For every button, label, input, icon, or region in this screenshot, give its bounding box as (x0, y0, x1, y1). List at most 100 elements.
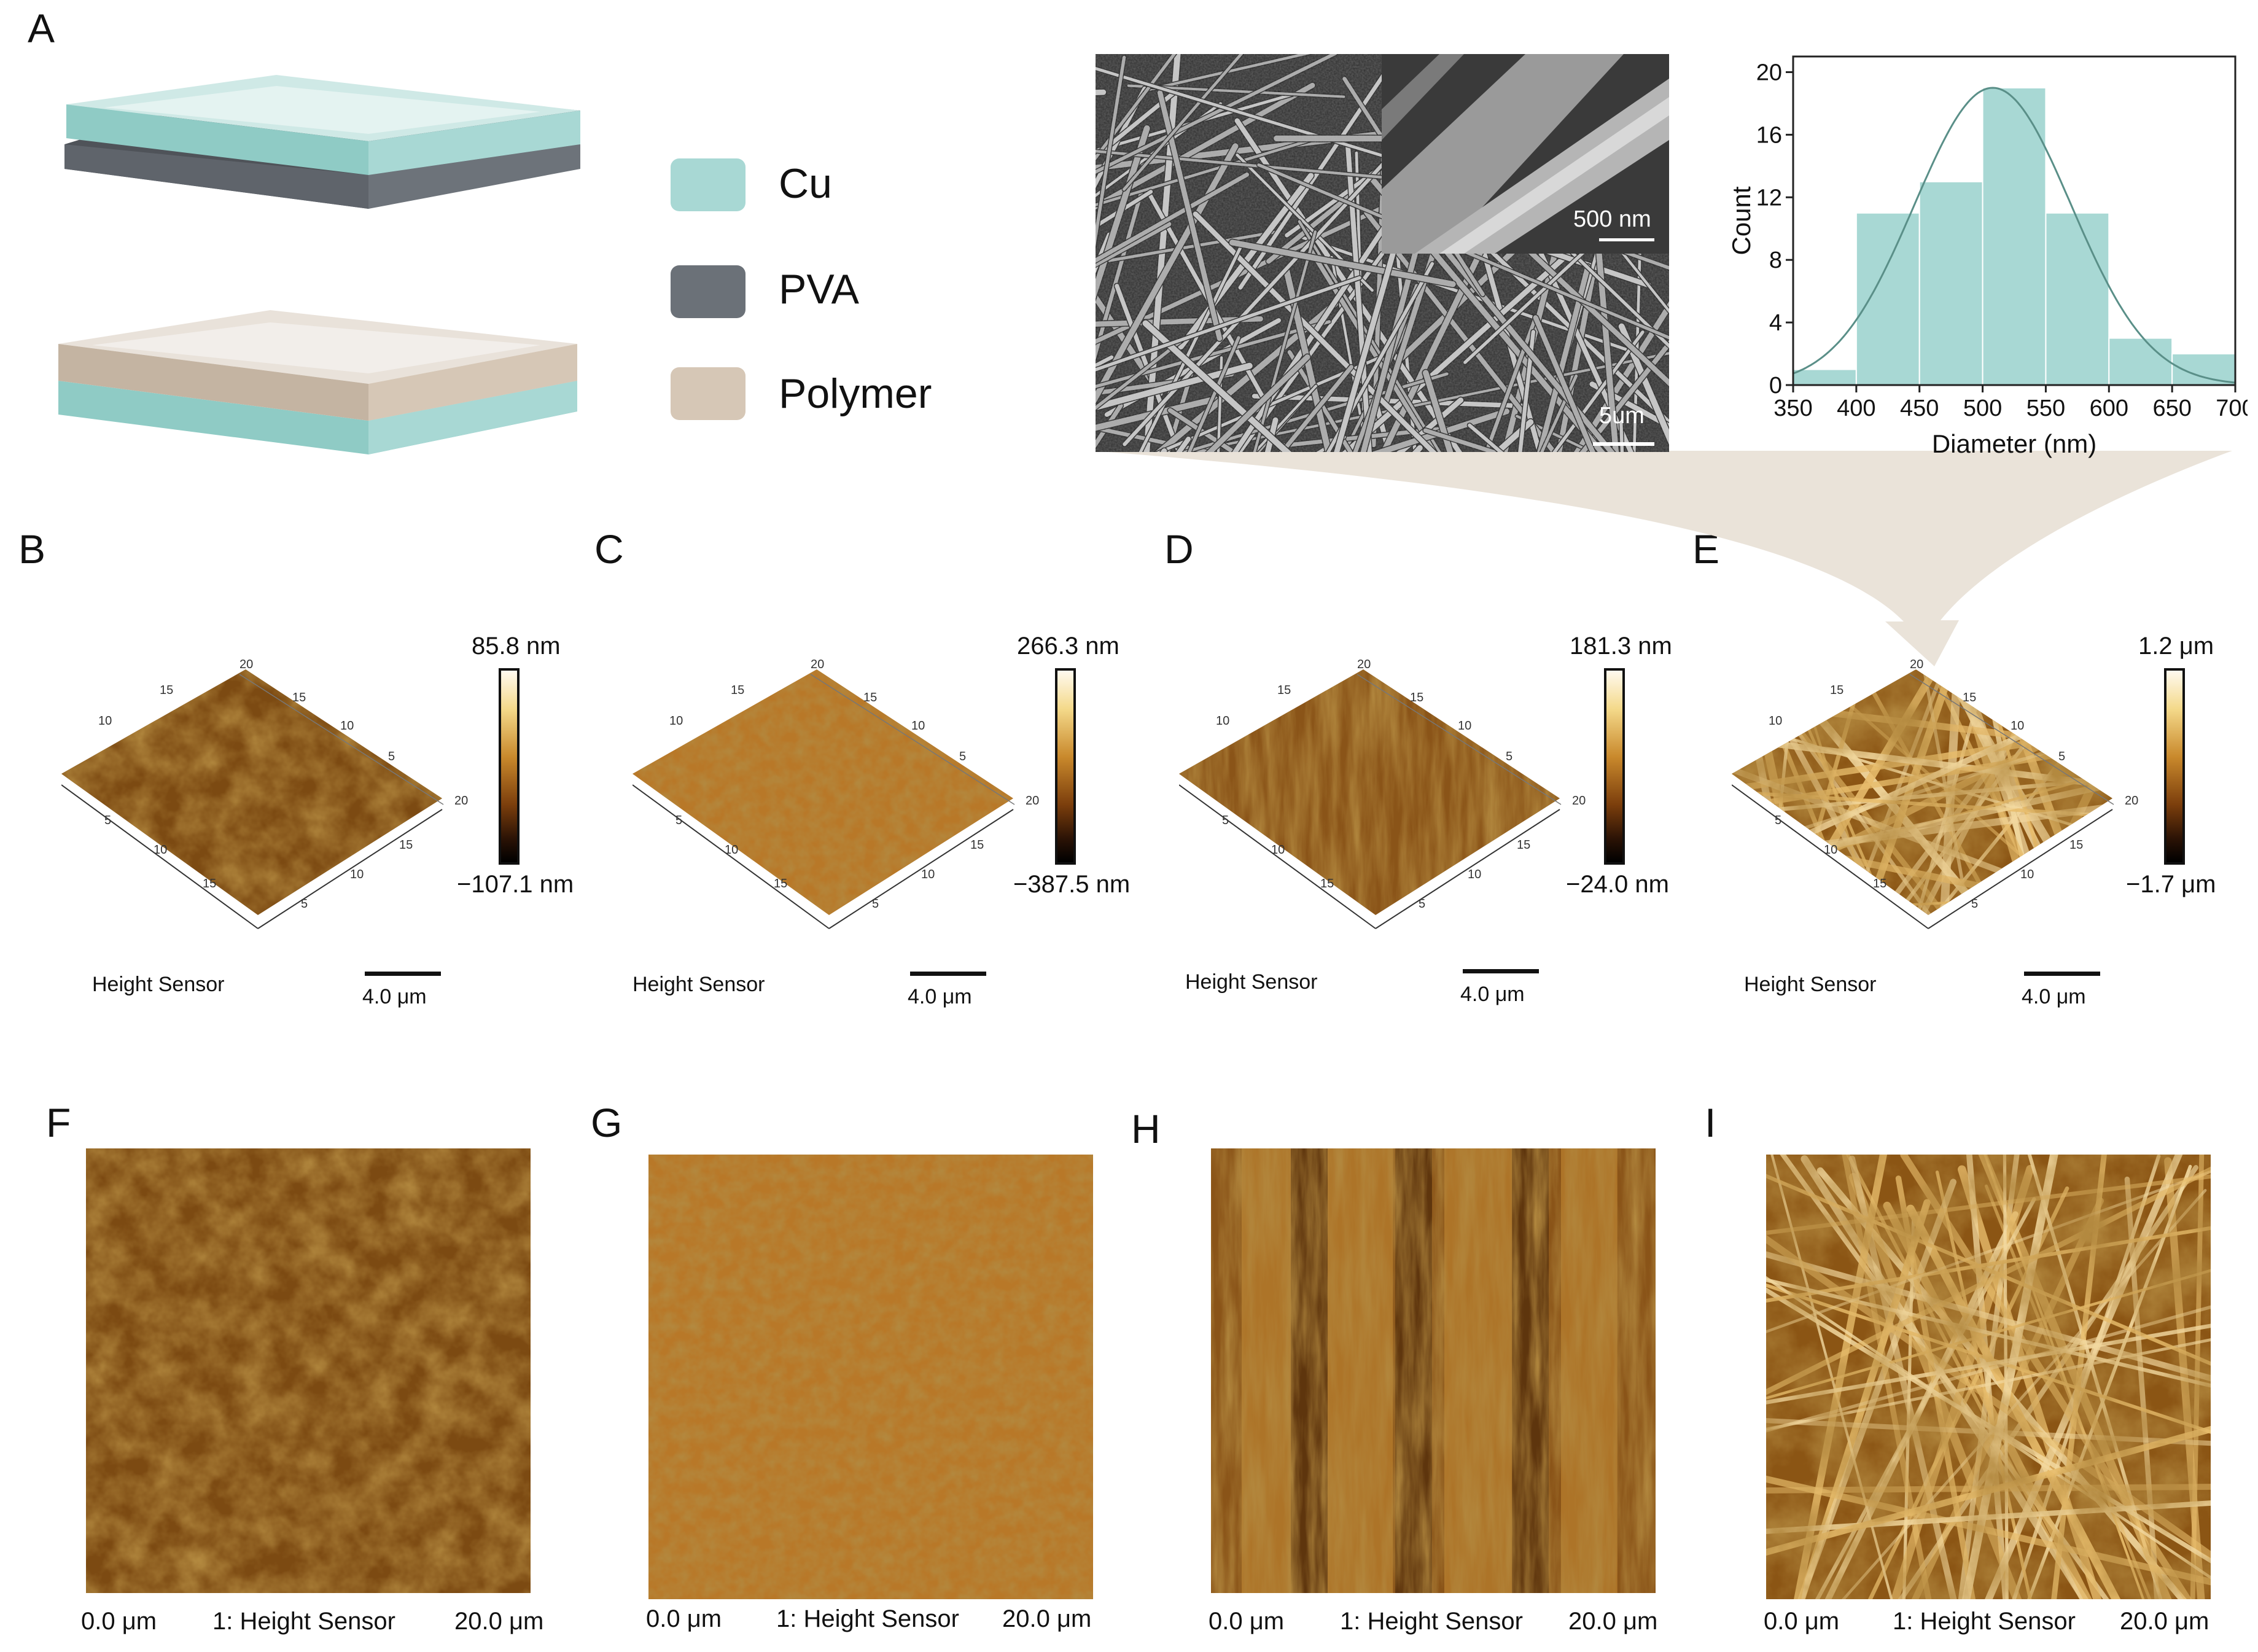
sensor-label-c: Height Sensor (633, 973, 765, 996)
surface-axis-tick: 10 (1824, 843, 1837, 857)
pointer-arrow (1093, 451, 2232, 666)
axis-left-g: 0.0 μm (646, 1605, 722, 1632)
y-tick-label: 20 (1756, 60, 1782, 85)
colorbar-max-d: 181.3 nm (1570, 633, 1672, 660)
afm-2d-map-i (1766, 1155, 2211, 1599)
colorbar-max-e: 1.2 μm (2138, 633, 2214, 660)
surface-axis-tick: 10 (1468, 868, 1481, 881)
panel-label-c: C (594, 526, 624, 572)
axis-left-f: 0.0 μm (81, 1608, 157, 1635)
surface-axis-tick: 5 (1775, 814, 1781, 827)
axis-mid-h: 1: Height Sensor (1340, 1608, 1523, 1635)
scale-label-d: 4.0 μm (1460, 983, 1525, 1006)
colorbar-min-b: −107.1 nm (457, 871, 574, 898)
legend-label-pva: PVA (779, 266, 860, 313)
surface-axis-tick: 5 (959, 750, 966, 763)
scale-label-e: 4.0 μm (2022, 985, 2086, 1008)
surface-axis-tick: 15 (160, 684, 173, 697)
colorbar-e (2164, 668, 2185, 865)
histogram-bar (1982, 87, 2047, 386)
y-tick-label: 16 (1756, 122, 1782, 148)
surface-axis-tick: 5 (301, 897, 308, 911)
surface-axis-tick: 15 (970, 838, 984, 852)
scale-bar-c (910, 972, 986, 976)
panel-label-b: B (18, 526, 46, 572)
surface-axis-tick: 20 (1572, 794, 1586, 808)
panel-label-g: G (591, 1100, 623, 1145)
surface-axis-tick: 10 (98, 714, 112, 728)
surface-axis-tick: 5 (2058, 750, 2065, 763)
axis-mid-f: 1: Height Sensor (212, 1608, 395, 1635)
scale-label-b: 4.0 μm (362, 985, 427, 1008)
surface-axis-tick: 10 (921, 868, 935, 881)
surface-axis-tick: 5 (675, 814, 682, 827)
scale-bar-b (365, 972, 441, 976)
histogram-bar (1855, 212, 1920, 386)
inset-scale-bar (1599, 238, 1654, 241)
diameter-histogram: 350 400 450 500 550 600 650 700 0 4 8 12 16 20 Diamete… (1727, 55, 2248, 458)
x-tick-label: 700 (2216, 395, 2248, 421)
surface-axis-tick: 10 (669, 714, 683, 728)
inset-scale-label: 500 nm (1573, 206, 1651, 232)
afm-3d-surface-c: 5 10 15 5 10 15 20 15 10 5 20 10 15 (633, 658, 1039, 929)
x-tick-label: 400 (1837, 395, 1875, 421)
surface-axis-tick: 5 (1971, 897, 1978, 911)
surface-axis-tick: 15 (203, 877, 216, 890)
x-axis-label: Diameter (nm) (1932, 429, 2096, 458)
afm-3d-surface-d: 5 10 15 5 10 15 20 15 10 5 20 10 15 (1179, 658, 1586, 929)
axis-right-g: 20.0 μm (1002, 1605, 1092, 1632)
surface-axis-tick: 20 (811, 658, 824, 671)
surface-axis-tick: 15 (2069, 838, 2083, 852)
surface-axis-tick: 5 (872, 897, 879, 911)
axis-left-h: 0.0 μm (1209, 1608, 1285, 1635)
colorbar-b (499, 668, 520, 865)
afm-2d-map-h (1211, 1148, 1656, 1593)
surface-axis-tick: 10 (1769, 714, 1782, 728)
main-scale-label: 5um (1599, 403, 1645, 429)
surface-axis-tick: 20 (239, 658, 253, 671)
layer-stack-illustration (58, 75, 580, 454)
x-tick-label: 650 (2152, 395, 2191, 421)
surface-axis-tick: 15 (1873, 877, 1886, 890)
panel-label-i: I (1705, 1100, 1716, 1145)
x-tick-label: 550 (2026, 395, 2065, 421)
surface-axis-tick: 5 (1506, 750, 1512, 763)
surface-axis-tick: 15 (1320, 877, 1334, 890)
colorbar-c (1055, 668, 1076, 865)
panel-label-d: D (1164, 526, 1194, 572)
colorbar-max-c: 266.3 nm (1017, 633, 1119, 660)
x-tick-label: 600 (2090, 395, 2128, 421)
surface-axis-tick: 5 (1222, 814, 1229, 827)
surface-axis-tick: 5 (1419, 897, 1425, 911)
sensor-label-b: Height Sensor (92, 973, 225, 996)
surface-axis-tick: 20 (1026, 794, 1039, 808)
y-tick-label: 0 (1769, 373, 1782, 399)
surface-axis-tick: 5 (388, 750, 395, 763)
legend-label-cu: Cu (779, 160, 832, 207)
axis-right-f: 20.0 μm (454, 1608, 544, 1635)
surface-axis-tick: 10 (2011, 719, 2024, 733)
y-tick-label: 4 (1769, 310, 1782, 336)
surface-axis-tick: 15 (399, 838, 413, 852)
axis-left-i: 0.0 μm (1764, 1608, 1840, 1635)
legend-swatch-cu (671, 158, 746, 211)
surface-axis-tick: 20 (1910, 658, 1923, 671)
sem-image (1096, 54, 1669, 452)
scale-label-c: 4.0 μm (908, 985, 972, 1008)
scale-bar-d (1463, 969, 1539, 973)
y-axis-label: Count (1727, 186, 1756, 255)
colorbar-max-b: 85.8 nm (472, 633, 561, 660)
legend-swatch-polymer (671, 367, 746, 420)
surface-axis-tick: 15 (774, 877, 787, 890)
surface-axis-tick: 10 (911, 719, 925, 733)
legend-swatch-pva (671, 265, 746, 318)
surface-axis-tick: 20 (1357, 658, 1371, 671)
surface-axis-tick: 15 (1517, 838, 1530, 852)
surface-axis-tick: 10 (725, 843, 738, 857)
x-tick-label: 350 (1773, 395, 1812, 421)
histogram-bar (1918, 181, 1984, 386)
surface-axis-tick: 20 (454, 794, 468, 808)
surface-axis-tick: 10 (350, 868, 364, 881)
panel-label-h: H (1131, 1106, 1161, 1151)
histogram-bar (2045, 212, 2110, 386)
